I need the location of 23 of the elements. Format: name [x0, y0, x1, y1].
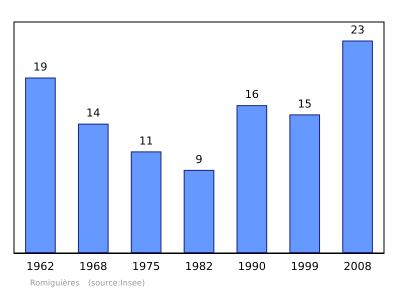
x-tick-label: 2008	[344, 260, 372, 273]
x-tick-label: 1982	[185, 260, 213, 273]
bar	[342, 40, 373, 253]
bar	[184, 170, 214, 253]
data-label: 11	[139, 134, 154, 148]
x-tick-label: 1968	[79, 260, 108, 273]
bar	[25, 77, 56, 253]
text: (source:Insee)	[88, 278, 145, 288]
x-tick-label: 1975	[132, 260, 160, 273]
bar	[236, 105, 268, 253]
x-tick-label: 1990	[238, 260, 266, 273]
data-label: 15	[298, 97, 312, 110]
x-tick-label: 1962	[26, 260, 54, 273]
data-label: 16	[244, 88, 259, 102]
bar	[130, 151, 162, 253]
x-tick-label: 1999	[290, 260, 319, 273]
data-label: 19	[33, 60, 48, 74]
data-label: 14	[86, 106, 100, 120]
data-label: 23	[350, 23, 365, 36]
bar	[78, 124, 109, 253]
text: Romiguières	[30, 278, 80, 288]
bar	[289, 114, 320, 253]
data-label: 9	[196, 152, 202, 166]
